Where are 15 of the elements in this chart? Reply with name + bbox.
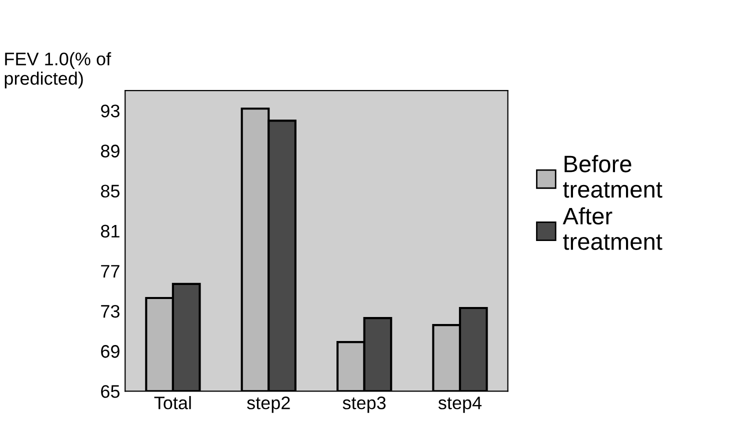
y-axis-title: FEV 1.0(% of predicted) (4, 52, 112, 88)
x-tick-label: step4 (438, 396, 482, 413)
y-tick-label: 77 (101, 265, 120, 278)
x-tick-label: Total (154, 396, 191, 410)
legend-label: After treatment (562, 207, 662, 250)
y-tick-label: 69 (101, 345, 120, 358)
legend-label: Before treatment (563, 155, 662, 198)
y-tick-label: 85 (100, 184, 120, 198)
y-tick-label: 89 (100, 144, 120, 158)
y-tick-label: 93 (101, 104, 120, 118)
x-tick-label: step2 (247, 396, 290, 413)
y-tick-label: 73 (101, 304, 120, 318)
y-tick-label: 65 (101, 385, 120, 398)
y-tick-label: 81 (100, 224, 120, 238)
x-tick-label: step3 (342, 396, 386, 413)
